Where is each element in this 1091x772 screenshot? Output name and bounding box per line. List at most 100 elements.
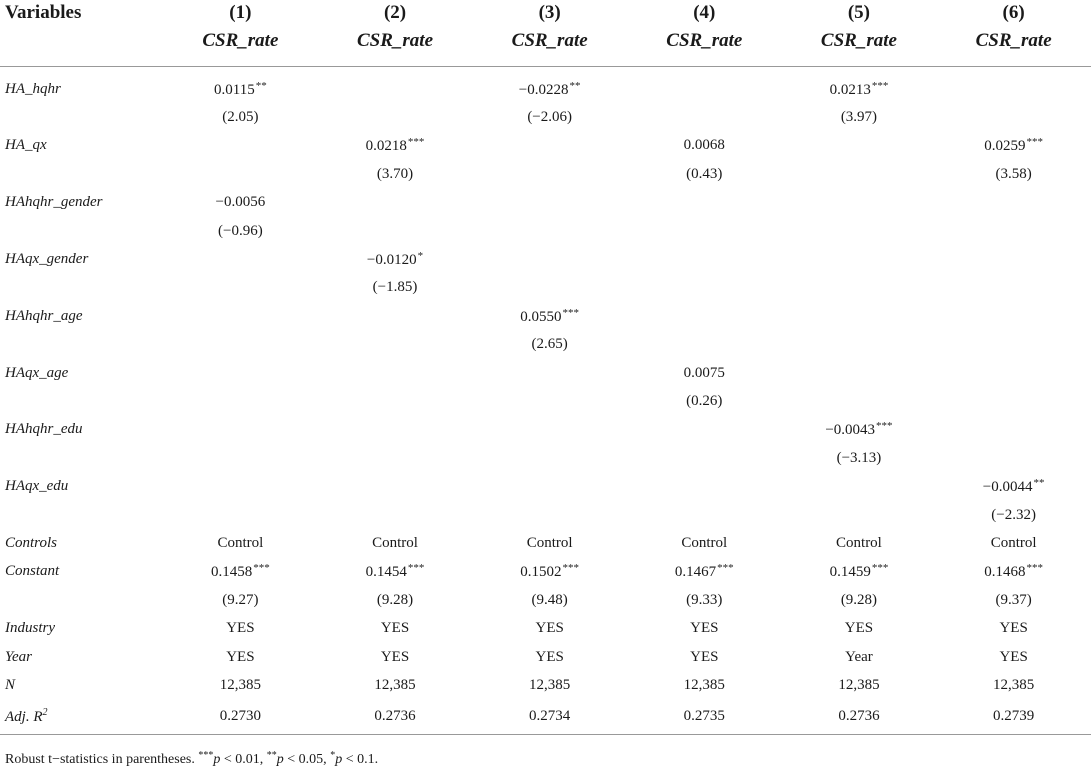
- cell-value: YES: [844, 620, 874, 637]
- cell-value: YES: [535, 648, 564, 665]
- table-cell: [627, 302, 782, 330]
- dependent-variable: CSR_rate: [472, 30, 627, 67]
- footnote-stars: **: [266, 750, 277, 761]
- row-label-text: Constant: [5, 563, 60, 580]
- table-cell: 0.1459***: [782, 558, 937, 586]
- table-cell: YES: [318, 614, 473, 642]
- row-label-text: HAqx_gender: [5, 251, 89, 268]
- table-cell: [163, 416, 318, 444]
- cell-value: 0.0218: [365, 138, 407, 155]
- cell-value: −0.0043: [825, 422, 876, 439]
- table-cell: 12,385: [782, 671, 937, 699]
- cell-value: 0.1468: [984, 564, 1026, 581]
- column-number: (4): [693, 2, 716, 23]
- table-cell: 0.0075: [627, 359, 782, 387]
- table-cell: [318, 387, 473, 415]
- significance-stars: ***: [717, 562, 734, 575]
- cell-value: YES: [226, 620, 255, 637]
- row-label: HAhqhr_age: [0, 302, 163, 330]
- footnote-stars: *: [330, 750, 336, 761]
- cell-value: Control: [836, 534, 882, 551]
- table-cell: [163, 274, 318, 302]
- row-label: Year: [0, 643, 163, 671]
- cell-value: (3.70): [376, 165, 414, 182]
- table-cell: [782, 472, 937, 500]
- row-label-text: HA_qx: [5, 137, 47, 154]
- table-cell: [782, 302, 937, 330]
- table-cell: [936, 67, 1091, 104]
- table-cell: −0.0044**: [936, 472, 1091, 500]
- cell-value: −0.0044: [982, 479, 1033, 496]
- row-label-text: Adj. R: [5, 709, 43, 726]
- table-cell: [163, 331, 318, 359]
- table-cell: [936, 359, 1091, 387]
- row-label-text: Controls: [5, 534, 57, 551]
- table-row: (−2.32): [0, 501, 1091, 529]
- table-cell: YES: [472, 643, 627, 671]
- table-row: (−3.13): [0, 444, 1091, 472]
- table-cell: [163, 359, 318, 387]
- cell-value: −0.0228: [518, 81, 569, 98]
- cell-value: YES: [535, 620, 564, 637]
- footnote-threshold: < 0.05,: [283, 752, 331, 767]
- table-row: Industry YES YES YES YES YES YES: [0, 614, 1091, 642]
- row-label: HAhqhr_edu: [0, 416, 163, 444]
- table-cell: [472, 444, 627, 472]
- column-number: (2): [383, 2, 407, 23]
- table-cell: YES: [936, 614, 1091, 642]
- significance-stars: ***: [253, 562, 270, 575]
- table-cell: YES: [627, 614, 782, 642]
- table-cell: [627, 245, 782, 273]
- cell-value: (9.48): [531, 591, 568, 608]
- table-row: HAqx_edu −0.0044**: [0, 472, 1091, 500]
- cell-value: 0.2736: [838, 708, 880, 725]
- row-label-text: HAhqhr_edu: [5, 421, 83, 438]
- table-cell: [472, 245, 627, 273]
- significance-stars: ***: [1026, 562, 1044, 575]
- footnote-threshold: < 0.01,: [220, 752, 267, 767]
- table-cell: [627, 444, 782, 472]
- table-cell: [318, 359, 473, 387]
- table-cell: [318, 302, 473, 330]
- table-cell: [782, 387, 937, 415]
- table-cell: Year: [782, 643, 937, 671]
- table-cell: [472, 359, 627, 387]
- table-cell: (2.05): [163, 103, 318, 131]
- dependent-variable: CSR_rate: [781, 30, 937, 67]
- table-cell: YES: [936, 643, 1091, 671]
- table-cell: (−2.32): [936, 501, 1091, 529]
- table-row: (−1.85): [0, 274, 1091, 302]
- table-cell: [627, 331, 782, 359]
- table-cell: [782, 359, 937, 387]
- table-cell: YES: [163, 643, 318, 671]
- table-cell: [936, 189, 1091, 217]
- table-row: (0.26): [0, 387, 1091, 415]
- table-cell: [318, 416, 473, 444]
- row-label: Adj. R2: [0, 699, 164, 735]
- significance-stars: ***: [871, 79, 889, 92]
- cell-value: 0.1502: [520, 564, 562, 581]
- row-label: [0, 217, 163, 245]
- significance-stars: ***: [562, 306, 580, 319]
- table-cell: [627, 67, 782, 104]
- table-cell: 0.0550***: [472, 302, 627, 330]
- table-cell: (−3.13): [782, 444, 937, 472]
- table-cell: (−2.06): [472, 103, 627, 131]
- table-cell: (2.65): [472, 331, 627, 359]
- table-cell: Control: [782, 529, 937, 557]
- table-cell: (3.70): [318, 160, 473, 188]
- table-cell: (9.28): [318, 586, 473, 614]
- cell-value: 0.1467: [674, 564, 717, 581]
- cell-value: Control: [990, 534, 1037, 551]
- table-cell: [163, 444, 318, 472]
- significance-stars: ***: [1026, 136, 1044, 149]
- cell-value: YES: [690, 620, 719, 637]
- table-cell: 12,385: [163, 671, 318, 699]
- table-row: Adj. R2 0.2730 0.2736 0.2734 0.2735 0.2736 0.2…: [0, 699, 1091, 735]
- header-row-numbers: Variables (1) (2) (3) (4) (5) (6): [0, 0, 1091, 30]
- significance-stars: ***: [876, 420, 893, 433]
- dependent-variable: CSR_rate: [317, 30, 473, 67]
- cell-value: 12,385: [529, 676, 571, 693]
- dependent-variable: CSR_rate: [936, 30, 1091, 67]
- table-cell: [318, 501, 473, 529]
